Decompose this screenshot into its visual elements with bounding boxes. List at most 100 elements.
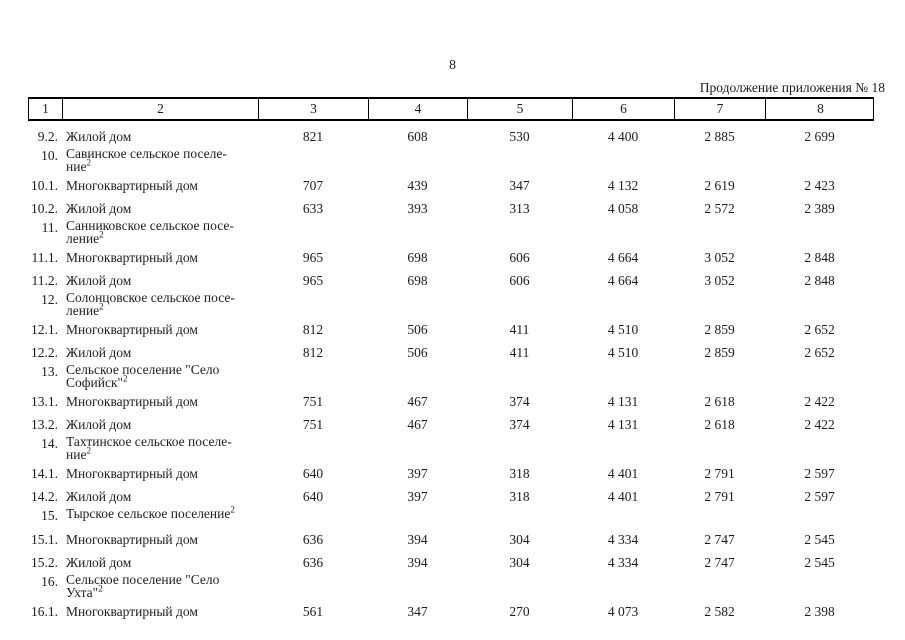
row-label: Жилой дом <box>66 489 132 504</box>
value-cell: 394 <box>407 532 428 547</box>
row-number: 11.1. <box>31 250 59 265</box>
value-cell: 2 582 <box>704 604 735 619</box>
header-cell-7: 7 <box>675 99 766 119</box>
value-cell: 347 <box>509 178 530 193</box>
section-label: Тырское сельское поселение2 <box>66 504 235 521</box>
footnote-marker: 2 <box>123 373 128 383</box>
value-cell: 812 <box>302 345 324 360</box>
value-cell: 2 747 <box>704 532 735 547</box>
value-cell: 2 859 <box>704 322 735 337</box>
value-cell: 4 401 <box>607 489 639 504</box>
table-row: 11.1. Многоквартирный дом 965 698 606 4 664 3 … <box>28 251 874 265</box>
row-label: Жилой дом <box>66 201 132 216</box>
header-cell-3: 3 <box>259 99 369 119</box>
value-cell: 318 <box>509 489 530 504</box>
value-cell: 318 <box>509 466 530 481</box>
value-cell: 304 <box>509 555 530 570</box>
header-cell-1: 1 <box>29 99 63 119</box>
value-cell: 965 <box>302 250 324 265</box>
page-number: 8 <box>449 58 456 73</box>
table-row: 12.2. Жилой дом 812 506 411 4 510 2 859 2 652 <box>28 346 874 360</box>
header-cell-5: 5 <box>468 99 573 119</box>
section-row: 14. Тахтинское сельское поселе-ние2 <box>28 434 874 462</box>
value-cell: 2 422 <box>804 417 835 432</box>
table-row: 9.2. Жилой дом 821 608 530 4 400 2 885 2 699 <box>28 130 874 144</box>
row-number: 10. <box>41 148 58 163</box>
value-cell: 707 <box>302 178 324 193</box>
value-cell: 530 <box>509 129 530 144</box>
value-cell: 4 058 <box>607 201 639 216</box>
section-label: Савинское сельское поселе-ние2 <box>66 146 227 174</box>
value-cell: 4 664 <box>607 250 639 265</box>
table-row: 10.2. Жилой дом 633 393 313 4 058 2 572 2 389 <box>28 202 874 216</box>
row-label: Жилой дом <box>66 345 132 360</box>
value-cell: 4 334 <box>607 555 639 570</box>
value-cell: 636 <box>302 555 324 570</box>
footnote-marker: 2 <box>99 301 104 311</box>
table-row: 16.1. Многоквартирный дом 561 347 270 4 073 2 … <box>28 605 874 619</box>
row-number: 11.2. <box>31 273 59 288</box>
section-row: 13. Сельское поселение "Село Софийск"2 <box>28 362 874 390</box>
value-cell: 4 664 <box>607 273 639 288</box>
value-cell: 397 <box>407 466 428 481</box>
value-cell: 2 652 <box>804 322 835 337</box>
value-cell: 394 <box>407 555 428 570</box>
section-row: 11. Санниковское сельское посе-ление2 <box>28 218 874 246</box>
section-label: Тахтинское сельское поселе-ние2 <box>66 434 232 462</box>
value-cell: 4 510 <box>607 345 639 360</box>
value-cell: 751 <box>302 417 324 432</box>
row-label: Многоквартирный дом <box>66 322 198 337</box>
value-cell: 606 <box>509 273 530 288</box>
value-cell: 374 <box>509 394 530 409</box>
value-cell: 751 <box>302 394 324 409</box>
value-cell: 821 <box>302 129 324 144</box>
value-cell: 606 <box>509 250 530 265</box>
row-number: 15. <box>41 508 58 523</box>
row-number: 14.1. <box>31 466 58 481</box>
row-label: Жилой дом <box>66 417 132 432</box>
value-cell: 374 <box>509 417 530 432</box>
value-cell: 965 <box>302 273 324 288</box>
value-cell: 633 <box>302 201 324 216</box>
value-cell: 347 <box>407 604 428 619</box>
section-row: 12. Солонцовское сельское посе-ление2 <box>28 290 874 318</box>
value-cell: 2 699 <box>804 129 835 144</box>
section-label: Солонцовское сельское посе-ление2 <box>66 290 235 318</box>
row-label: Многоквартирный дом <box>66 604 198 619</box>
section-label: Сельское поселение "Село Ухта"2 <box>66 572 220 600</box>
table-row: 13.1. Многоквартирный дом 751 467 374 4 131 2 … <box>28 395 874 409</box>
row-label: Многоквартирный дом <box>66 178 198 193</box>
value-cell: 640 <box>302 466 324 481</box>
value-cell: 4 334 <box>607 532 639 547</box>
table-row: 15.1. Многоквартирный дом 636 394 304 4 334 2 … <box>28 533 874 547</box>
value-cell: 4 073 <box>607 604 639 619</box>
value-cell: 4 401 <box>607 466 639 481</box>
value-cell: 2 597 <box>804 466 835 481</box>
value-cell: 2 848 <box>804 273 835 288</box>
value-cell: 506 <box>407 322 428 337</box>
value-cell: 561 <box>302 604 324 619</box>
appendix-continuation-caption: Продолжение приложения № 18 <box>699 80 885 95</box>
section-label: Сельское поселение "Село Софийск"2 <box>66 362 220 390</box>
value-cell: 2 618 <box>704 394 735 409</box>
section-row: 15. Тырское сельское поселение2 <box>28 504 874 524</box>
value-cell: 2 791 <box>704 466 735 481</box>
value-cell: 4 132 <box>607 178 639 193</box>
value-cell: 2 572 <box>704 201 735 216</box>
row-number: 11. <box>41 220 58 235</box>
table-row: 13.2. Жилой дом 751 467 374 4 131 2 618 2 422 <box>28 418 874 432</box>
value-cell: 439 <box>407 178 428 193</box>
header-cell-6: 6 <box>573 99 675 119</box>
section-row: 16. Сельское поселение "Село Ухта"2 <box>28 572 874 600</box>
table-row: 14.2. Жилой дом 640 397 318 4 401 2 791 2 597 <box>28 490 874 504</box>
row-number: 15.1. <box>31 532 58 547</box>
value-cell: 2 848 <box>804 250 835 265</box>
value-cell: 506 <box>407 345 428 360</box>
section-label: Санниковское сельское посе-ление2 <box>66 218 234 246</box>
table-row: 10.1. Многоквартирный дом 707 439 347 4 132 2 … <box>28 179 874 193</box>
value-cell: 636 <box>302 532 324 547</box>
value-cell: 698 <box>407 273 428 288</box>
value-cell: 467 <box>407 394 428 409</box>
value-cell: 640 <box>302 489 324 504</box>
